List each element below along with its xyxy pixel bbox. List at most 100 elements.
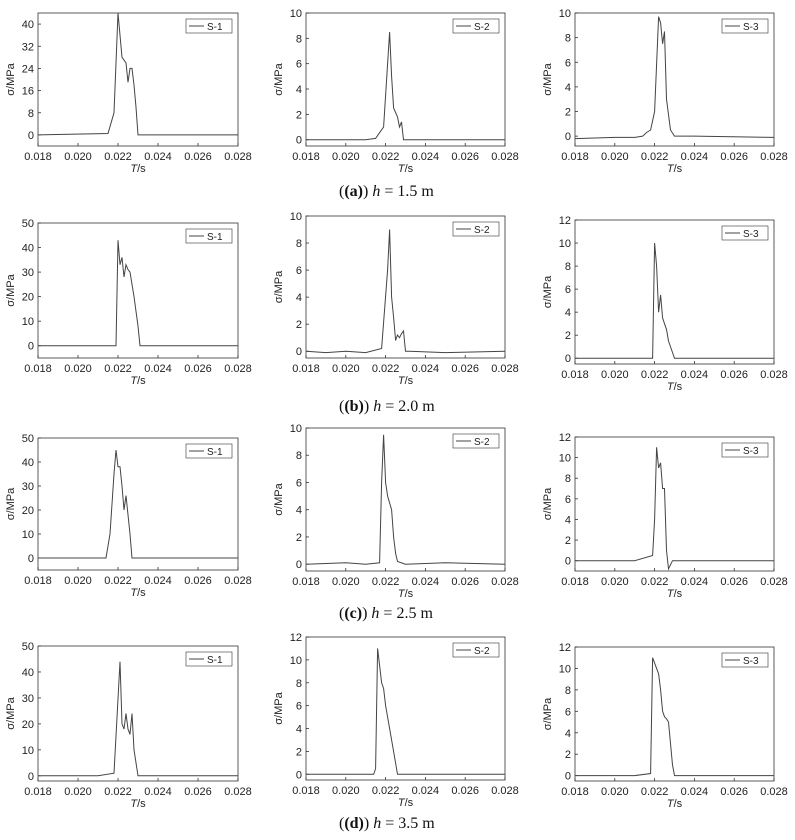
y-tick-label: 4 (296, 505, 302, 517)
caption-d: ((d)) h = 3.5 m (339, 815, 435, 833)
y-tick-label: 6 (296, 59, 302, 71)
x-axis-label: T/s (130, 798, 146, 810)
caption-b-var: h (373, 398, 382, 415)
y-tick-label: 10 (290, 655, 302, 667)
x-tick-label: 0.020 (64, 151, 92, 163)
y-tick-label: 12 (559, 642, 571, 654)
series-line-s-3 (575, 657, 774, 777)
x-tick-label: 0.028 (760, 369, 788, 381)
y-tick-label: 50 (22, 433, 34, 445)
y-tick-label: 0 (28, 130, 34, 142)
y-tick-label: 32 (22, 41, 34, 53)
x-tick-label: 0.028 (491, 576, 519, 588)
y-axis-label: σ/MPa (542, 275, 554, 308)
series-line-s-3 (574, 16, 775, 140)
chart-panel-d-s-2: 0.018 0.020 0.022 0.024 0.026 0.028 0 2 4 6 8 10 12 T… (273, 632, 519, 809)
caption-a: ((a)) h = 1.5 m (339, 183, 434, 201)
chart-panel-c-s-3: 0.018 0.020 0.022 0.024 0.026 0.028 0 2 4 6 8 10 12 T… (542, 432, 788, 600)
caption-d-value: = 3.5 m (381, 815, 435, 832)
x-axis-label: T/s (398, 797, 414, 809)
x-tick-label: 0.026 (184, 786, 212, 798)
legend-box (721, 442, 769, 458)
chart-panel-c-s-2: 0.018 0.020 0.022 0.024 0.026 0.028 0 2 4 6 8 10 T/s… (273, 423, 519, 600)
plot-frame (37, 645, 239, 782)
legend-box (185, 228, 233, 244)
y-tick-label: 10 (22, 316, 34, 328)
series-line-s-1 (38, 449, 238, 559)
x-tick-label: 0.028 (760, 576, 788, 588)
y-tick-label: 2 (296, 319, 302, 331)
x-axis-label: T/s (398, 375, 414, 387)
y-tick-label: 20 (22, 505, 34, 517)
y-tick-label: 16 (22, 86, 34, 98)
x-axis-label: T/s (130, 375, 146, 387)
y-tick-label: 6 (565, 494, 571, 506)
legend-box (721, 18, 769, 34)
caption-d-label: ((d)) (339, 815, 370, 832)
plot-frame (305, 636, 506, 781)
x-axis-label: T/s (667, 163, 683, 175)
x-tick-label: 0.022 (641, 369, 669, 381)
y-tick-label: 0 (296, 769, 302, 781)
y-axis-label: σ/MPa (273, 691, 285, 724)
legend-label: S-1 (207, 22, 223, 33)
y-tick-label: 6 (565, 284, 571, 296)
y-tick-label: 4 (565, 307, 571, 319)
y-tick-label: 4 (565, 82, 571, 94)
chart-panel-a-s-2: 0.018 0.020 0.022 0.024 0.026 0.028 0 2 4 6 8 10 T/s… (273, 8, 519, 175)
legend-label: S-2 (474, 437, 490, 448)
series-line-s-3 (575, 447, 774, 571)
legend-label: S-2 (474, 646, 490, 657)
x-tick-label: 0.026 (720, 369, 748, 381)
series-line-s-1 (37, 12, 238, 136)
y-tick-label: 6 (296, 477, 302, 489)
x-tick-label: 0.028 (491, 151, 519, 163)
legend-label: S-3 (743, 446, 759, 457)
legend-box (185, 651, 233, 667)
y-tick-label: 2 (565, 749, 571, 761)
y-tick-label: 40 (22, 667, 34, 679)
legend-box (452, 18, 500, 34)
legend-box (452, 642, 500, 658)
y-tick-label: 40 (22, 457, 34, 469)
x-tick-label: 0.018 (561, 151, 589, 163)
x-axis-label: T/s (398, 163, 414, 175)
chart-panel-a-s-3: 0.018 0.020 0.022 0.024 0.026 0.028 0 2 4 6 8 10 T/s… (542, 8, 788, 175)
x-tick-label: 0.022 (641, 151, 669, 163)
y-tick-label: 8 (296, 238, 302, 250)
chart-panel-b-s-2: 0.018 0.020 0.022 0.024 0.026 0.028 0 2 4 6 8 10 T/s… (273, 211, 519, 387)
x-tick-label: 0.022 (104, 151, 132, 163)
y-tick-label: 6 (565, 57, 571, 69)
x-tick-label: 0.024 (412, 151, 440, 163)
chart-panel-b-s-1: 0.018 0.020 0.022 0.024 0.026 0.028 0 10 20 30 40 5… (5, 218, 252, 387)
legend-box (721, 652, 769, 668)
caption-c-label: ((c)) (339, 605, 368, 622)
x-tick-label: 0.022 (372, 151, 400, 163)
x-tick-label: 0.024 (144, 151, 172, 163)
y-tick-label: 10 (559, 238, 571, 250)
series-line-s-1 (38, 240, 238, 347)
x-tick-label: 0.022 (372, 576, 400, 588)
y-tick-label: 0 (296, 346, 302, 358)
x-tick-label: 0.024 (412, 363, 440, 375)
y-axis-label: σ/MPa (5, 62, 17, 95)
x-tick-label: 0.028 (224, 786, 252, 798)
y-tick-label: 0 (28, 771, 34, 783)
x-tick-label: 0.026 (720, 151, 748, 163)
x-tick-label: 0.026 (720, 576, 748, 588)
x-tick-label: 0.022 (641, 576, 669, 588)
y-tick-label: 2 (565, 330, 571, 342)
y-tick-label: 0 (296, 559, 302, 571)
y-tick-label: 0 (565, 556, 571, 568)
plot-frame (37, 437, 239, 571)
y-tick-label: 10 (22, 745, 34, 757)
y-tick-label: 0 (565, 353, 571, 365)
legend-label: S-1 (207, 655, 223, 666)
y-tick-label: 12 (290, 632, 302, 644)
x-tick-label: 0.020 (601, 576, 629, 588)
x-tick-label: 0.018 (24, 575, 52, 587)
x-tick-label: 0.024 (144, 786, 172, 798)
y-tick-label: 10 (290, 423, 302, 435)
x-tick-label: 0.020 (332, 785, 360, 797)
x-tick-label: 0.020 (332, 576, 360, 588)
